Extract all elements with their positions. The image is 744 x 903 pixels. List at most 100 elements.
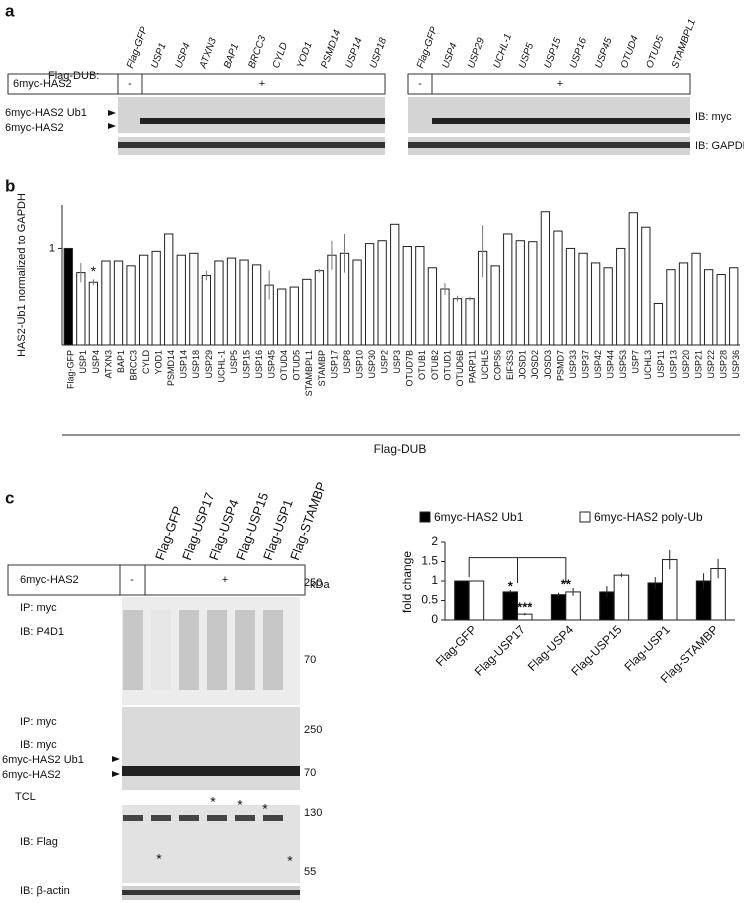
band [408,142,690,148]
bar [251,264,262,346]
bar [553,230,563,346]
x-tick-label: OTUB2 [430,350,440,380]
annotation: * [508,578,514,593]
smear [235,610,255,690]
x-tick-label: USP20 [681,350,691,379]
label: IB: P4D1 [20,626,64,638]
label: - [418,78,422,90]
lane-label: Flag-GFP [415,25,440,70]
label: 6myc-HAS2 [2,769,61,781]
box [407,73,691,95]
x-tick-label: OTUD4 [279,350,289,381]
box [7,73,386,95]
x-tick-label: USP5 [229,350,239,374]
lane-label: BRCC3 [246,34,268,70]
label: + [259,78,265,90]
band [235,815,255,821]
lane-label: CYLD [271,41,290,70]
label: 6myc-HAS2 Ub1 [2,754,84,766]
y-axis-label: fold change [400,551,414,613]
x-tick-label: ATXN3 [103,350,113,378]
marker-label: 130 [304,807,322,819]
bar [427,267,438,346]
label: + [557,78,563,90]
lane-label: USP4 [440,41,459,70]
blot [118,97,385,133]
bar [201,274,212,346]
bar [440,288,450,346]
lane-label: OTUD5 [644,34,666,70]
bar [578,252,588,346]
smear [207,610,227,690]
bar [613,574,630,621]
x-tick-label: USP17 [329,350,339,379]
x-tick-label: PSMD7 [555,350,565,381]
band [151,815,171,821]
marker-label: 55 [304,866,316,878]
label: 6myc-HAS2 [13,78,72,90]
x-tick-label: BRCC3 [128,350,138,381]
bar [729,267,739,346]
band [122,890,300,895]
x-tick-label: USP7 [631,350,641,374]
label: kDa [310,579,330,591]
lane-label: USP15 [542,36,563,70]
bar [641,226,651,346]
bar [653,302,664,346]
x-tick-label: USP15 [241,350,251,379]
x-tick-label: USP37 [580,350,590,379]
panel-label: a [5,1,15,20]
x-tick-label: OTUD7B [405,350,415,387]
label: IP: myc [20,716,57,728]
lane-label: YOD1 [295,41,315,70]
band [123,815,143,821]
legend-label: 6myc-HAS2 poly-Ub [594,510,703,524]
lane-label: USP5 [517,41,536,70]
bar [88,281,99,346]
bar [490,265,500,346]
x-tick-label: OTUD5 [292,350,302,381]
lane-label: UCHL-1 [491,32,514,70]
bar [716,274,726,346]
smear [151,610,171,690]
asterisk: * [210,794,216,810]
arrow [108,110,116,129]
annotation: *** [517,600,533,615]
x-tick-label: JOSD1 [518,350,528,379]
band [432,118,690,124]
label: + [222,574,228,586]
band [179,815,199,821]
bar [628,212,638,346]
legend-label: 6myc-HAS2 Ub1 [434,510,524,524]
asterisk: * [156,851,162,867]
smear [123,610,143,690]
label: IP: myc [20,602,57,614]
x-tick-label: COPS6 [493,350,503,381]
x-tick-label: JOSD2 [530,350,540,379]
label: Flag-DUB: [48,70,99,82]
bar [126,265,136,346]
bar [239,259,249,346]
x-tick-label: CYLD [141,350,151,375]
bar [468,580,485,621]
bar [465,298,475,346]
bar [678,262,689,346]
legend-swatch [419,511,431,523]
x-tick-label: USP21 [693,350,703,379]
x-tick-label: UCHL-1 [216,350,226,383]
bar [176,254,186,346]
x-tick-label: USP11 [656,350,666,378]
x-tick-label: Flag-USP1 [621,622,673,674]
x-tick-label: USP53 [618,350,628,379]
label: TCL [15,791,36,803]
panel-label: c [5,488,14,507]
bar [503,233,513,346]
bar [528,241,538,346]
lane-label: BAP1 [222,42,241,70]
x-tick-label: STAMBPL1 [304,350,314,396]
bar [302,278,312,346]
lane-label: USP1 [149,42,168,70]
lane-label: PSMD14 [319,28,343,70]
marker-label: 250 [304,577,322,589]
bar [377,240,387,346]
